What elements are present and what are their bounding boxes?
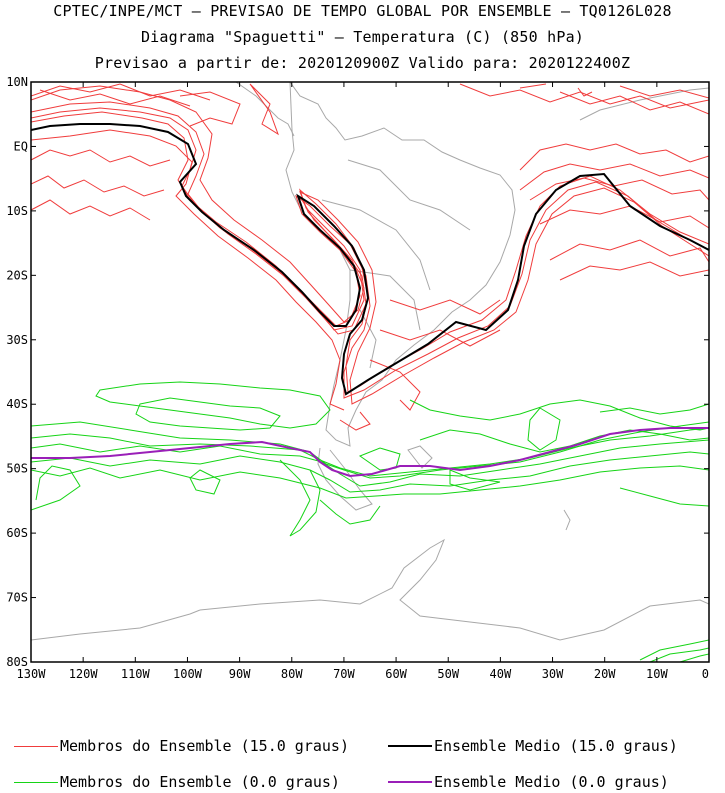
legend-members-0: Membros do Ensemble (0.0 graus) bbox=[14, 771, 340, 793]
lat-tick-label: 10S bbox=[6, 204, 28, 218]
legend-swatch-black bbox=[388, 745, 432, 747]
lat-tick-label: 60S bbox=[6, 526, 28, 540]
lon-tick-label: 50W bbox=[437, 667, 459, 681]
lon-tick-label: 30W bbox=[542, 667, 564, 681]
lat-tick-label: 50S bbox=[6, 462, 28, 476]
lon-tick-label: 120W bbox=[69, 667, 99, 681]
mean-0-line bbox=[31, 427, 709, 478]
forecast-validity: Previsao a partir de: 2020120900Z Valido… bbox=[94, 54, 631, 72]
longitude-labels: 130W 120W 110W 100W 90W 80W 70W 60W 50W 40W 30W 20W… bbox=[17, 667, 709, 681]
lon-tick-label: 130W bbox=[17, 667, 47, 681]
lon-tick-label: 40W bbox=[490, 667, 512, 681]
lon-tick-label: 20W bbox=[594, 667, 616, 681]
legend-label-mean-15: Ensemble Medio (15.0 graus) bbox=[434, 737, 678, 755]
lon-tick-label: 90W bbox=[229, 667, 251, 681]
legend-mean-0: Ensemble Medio (0.0 graus) bbox=[388, 771, 669, 793]
lon-tick-label: 70W bbox=[333, 667, 355, 681]
lat-tick-label: 20S bbox=[6, 268, 28, 282]
coastline-layer bbox=[31, 82, 709, 641]
legend-mean-15: Ensemble Medio (15.0 graus) bbox=[388, 735, 678, 757]
legend-label-members-15: Membros do Ensemble (15.0 graus) bbox=[60, 737, 349, 755]
map-frame bbox=[30, 81, 710, 663]
legend-swatch-purple bbox=[388, 781, 432, 783]
lat-tick-label: 70S bbox=[6, 591, 28, 605]
lon-tick-label: 60W bbox=[385, 667, 407, 681]
lon-tick-label: 0 bbox=[702, 667, 709, 681]
legend-swatch-red bbox=[14, 745, 58, 747]
chart-subtitle: Diagrama "Spaguetti" — Temperatura (C) (… bbox=[140, 28, 585, 46]
lat-tick-label: 30S bbox=[6, 333, 28, 347]
legend-members-15: Membros do Ensemble (15.0 graus) bbox=[14, 735, 349, 757]
legend-swatch-green bbox=[14, 781, 58, 783]
latitude-labels: 10N EQ 10S 20S 30S 40S 50S 60S 70S 80S bbox=[6, 75, 28, 669]
lat-tick-label: EQ bbox=[14, 139, 28, 153]
chart-title: CPTEC/INPE/MCT — PREVISAO DE TEMPO GLOBA… bbox=[53, 2, 672, 20]
legend-label-mean-0: Ensemble Medio (0.0 graus) bbox=[434, 773, 669, 791]
lat-tick-label: 80S bbox=[6, 655, 28, 669]
axis-ticks bbox=[30, 81, 710, 663]
lon-tick-label: 80W bbox=[281, 667, 303, 681]
lat-tick-label: 10N bbox=[6, 75, 28, 89]
mean-15-line bbox=[31, 123, 709, 396]
lon-tick-label: 110W bbox=[121, 667, 151, 681]
members-0-layer bbox=[31, 381, 709, 662]
lat-tick-label: 40S bbox=[6, 397, 28, 411]
lon-tick-label: 10W bbox=[646, 667, 668, 681]
lon-tick-label: 100W bbox=[173, 667, 203, 681]
legend-label-members-0: Membros do Ensemble (0.0 graus) bbox=[60, 773, 340, 791]
